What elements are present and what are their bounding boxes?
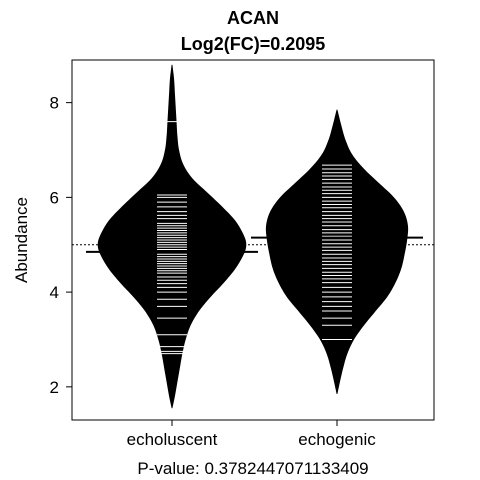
bean-shape-echogenic (265, 109, 409, 395)
x-axis: echoluscent echogenic (127, 420, 376, 449)
chart-subtitle: Log2(FC)=0.2095 (181, 34, 326, 54)
y-tick-label: 4 (50, 283, 59, 302)
y-axis: 2 4 6 8 (50, 94, 73, 397)
y-tick-label: 2 (50, 378, 59, 397)
chart-title: ACAN (227, 8, 279, 28)
bean-shape-echoluscent (97, 64, 247, 409)
beans-layer (72, 64, 434, 409)
y-axis-label: Abundance (12, 197, 31, 283)
x-tick-label: echoluscent (127, 430, 218, 449)
y-tick-label: 8 (50, 94, 59, 113)
x-axis-label: P-value: 0.3782447071133409 (137, 459, 368, 478)
x-tick-label: echogenic (298, 430, 376, 449)
y-tick-label: 6 (50, 188, 59, 207)
